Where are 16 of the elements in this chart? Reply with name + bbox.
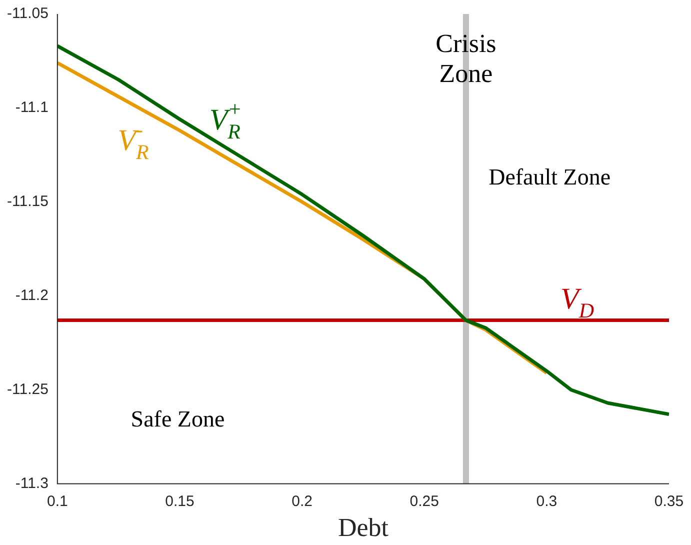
x-tick-label: 0.35 bbox=[654, 492, 684, 510]
x-tick-label: 0.2 bbox=[292, 492, 312, 510]
y-tick-label: -11.3 bbox=[15, 474, 48, 492]
y-tick-label: -11.2 bbox=[15, 287, 48, 304]
x-tick-label: 0.15 bbox=[165, 492, 194, 510]
x-tick-label: 0.3 bbox=[536, 492, 558, 510]
y-tick-label: -11.25 bbox=[6, 380, 48, 398]
y-tick-label: -11.05 bbox=[6, 5, 48, 22]
x-tick-label: 0.25 bbox=[410, 492, 439, 510]
ref-line-label: Crisis Zone bbox=[436, 28, 496, 88]
annotation: Default Zone bbox=[488, 164, 611, 190]
y-tick-label: -11.1 bbox=[15, 99, 48, 116]
annotation: Safe Zone bbox=[130, 406, 225, 432]
x-axis-title: Debt bbox=[338, 513, 390, 542]
x-tick-label: 0.1 bbox=[46, 492, 68, 510]
y-tick-label: -11.15 bbox=[6, 193, 48, 210]
